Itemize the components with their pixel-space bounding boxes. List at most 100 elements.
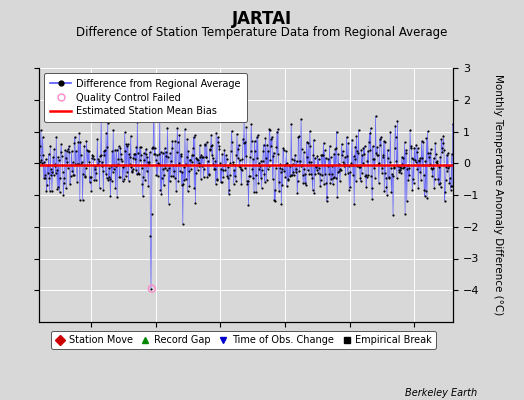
Point (405, 165, 413, 171)
Point (410, 144, 419, 151)
Point (257, 158, 265, 164)
Point (291, 152, 299, 158)
Point (287, 172, 295, 178)
Point (145, 161, 153, 168)
Point (367, 184, 376, 191)
Point (45, 175, 53, 182)
Point (365, 139, 373, 145)
Point (210, 165, 219, 172)
Point (241, 165, 249, 171)
Point (405, 172, 413, 178)
Point (346, 169, 354, 175)
Point (298, 162, 307, 168)
Point (64, 146, 72, 152)
Point (271, 164, 280, 171)
Point (400, 139, 409, 146)
Point (311, 155, 319, 161)
Point (257, 184, 266, 191)
Point (259, 142, 268, 148)
Point (263, 141, 271, 148)
Point (382, 175, 390, 182)
Point (438, 149, 446, 155)
Point (342, 134, 351, 140)
Point (48, 169, 57, 176)
Point (414, 185, 422, 191)
Point (309, 152, 318, 158)
Point (413, 145, 422, 151)
Point (235, 156, 244, 163)
Point (135, 144, 144, 150)
Point (408, 187, 417, 193)
Point (312, 164, 320, 170)
Point (389, 165, 398, 171)
Point (155, 161, 163, 168)
Point (183, 188, 192, 194)
Point (396, 166, 405, 173)
Point (302, 139, 311, 146)
Point (138, 181, 146, 187)
Point (357, 146, 365, 153)
Point (137, 152, 145, 159)
Point (42, 156, 50, 162)
Point (443, 152, 451, 158)
Point (141, 177, 149, 183)
Point (299, 172, 307, 178)
Point (306, 143, 314, 150)
Point (434, 181, 443, 187)
Point (56, 188, 64, 195)
Point (169, 173, 177, 179)
Point (93, 161, 101, 168)
Point (105, 173, 113, 180)
Point (170, 168, 178, 174)
Point (64, 143, 73, 150)
Point (433, 160, 441, 166)
Point (370, 156, 379, 162)
Point (72, 161, 81, 167)
Point (287, 121, 296, 127)
Point (352, 178, 360, 184)
Point (366, 146, 374, 153)
Point (119, 162, 128, 168)
Point (143, 154, 151, 160)
Point (38, 160, 46, 166)
Point (298, 146, 306, 152)
Point (69, 172, 78, 178)
Point (323, 198, 331, 204)
Point (182, 154, 191, 160)
Point (110, 161, 118, 168)
Point (220, 161, 228, 168)
Point (281, 161, 290, 168)
Point (152, 172, 161, 178)
Point (285, 162, 293, 168)
Point (130, 150, 138, 157)
Point (239, 136, 247, 142)
Point (115, 143, 123, 150)
Point (279, 147, 288, 154)
Point (237, 181, 246, 187)
Point (144, 183, 152, 189)
Point (294, 133, 303, 139)
Point (201, 142, 210, 148)
Point (395, 168, 403, 175)
Point (110, 166, 118, 172)
Point (277, 168, 285, 175)
Point (107, 178, 116, 184)
Point (288, 172, 297, 178)
Point (353, 148, 361, 154)
Point (100, 152, 108, 158)
Point (270, 186, 279, 193)
Point (281, 174, 289, 180)
Point (226, 172, 234, 178)
Point (303, 154, 311, 160)
Point (393, 118, 401, 124)
Point (303, 167, 312, 174)
Point (209, 155, 217, 161)
Point (120, 176, 128, 182)
Point (70, 140, 79, 146)
Point (163, 125, 172, 131)
Point (157, 191, 166, 197)
Point (256, 174, 265, 181)
Point (401, 211, 409, 217)
Point (75, 196, 84, 203)
Point (361, 172, 369, 179)
